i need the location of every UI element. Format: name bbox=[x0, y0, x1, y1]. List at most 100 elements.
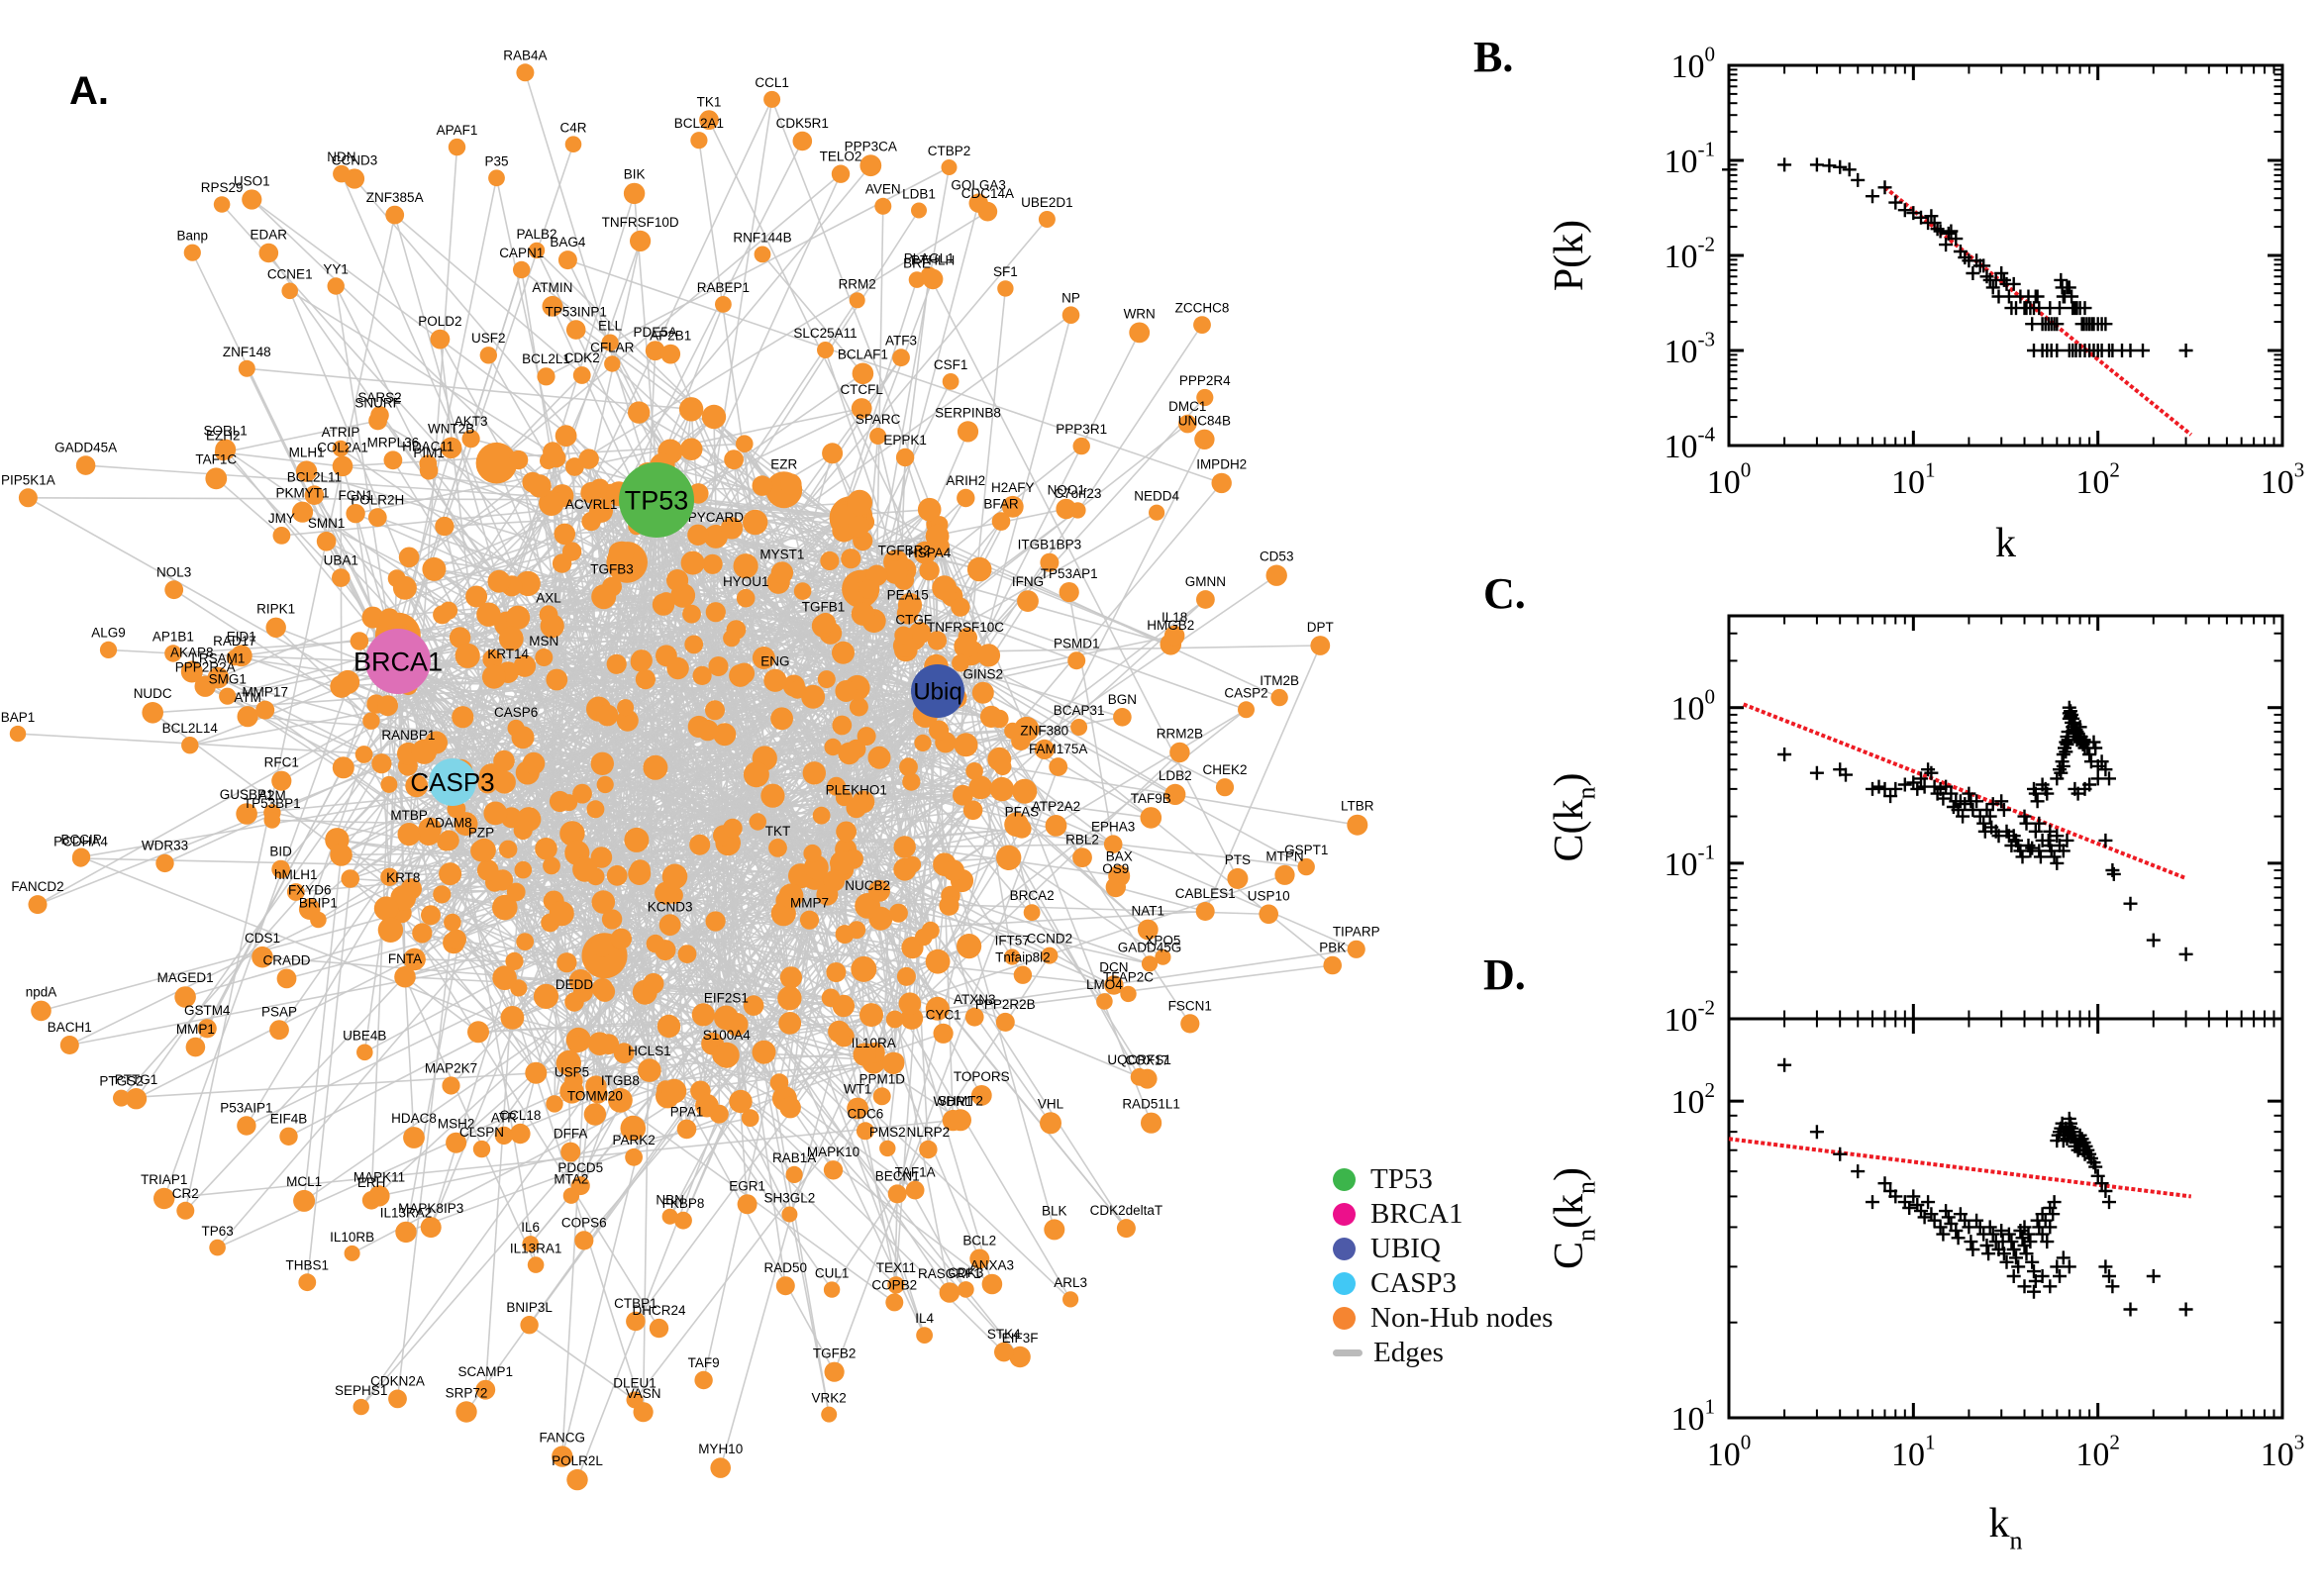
gene-label: AKAP8 bbox=[170, 646, 214, 660]
network-node bbox=[1070, 719, 1088, 736]
network-node bbox=[995, 1012, 1015, 1032]
network-edge bbox=[831, 954, 1051, 1291]
network-node bbox=[879, 1140, 896, 1157]
gene-label: ARIH2 bbox=[946, 473, 985, 488]
network-node bbox=[142, 702, 163, 724]
network-node bbox=[298, 1273, 317, 1292]
gene-label: MAPK8IP3 bbox=[398, 1201, 463, 1216]
network-edge bbox=[843, 524, 941, 1038]
svg-text:102: 102 bbox=[1670, 1078, 1715, 1121]
gene-label: FANCG bbox=[540, 1430, 586, 1445]
gene-label: BCAP31 bbox=[1054, 703, 1105, 718]
network-node bbox=[482, 648, 503, 669]
network-node bbox=[656, 592, 675, 610]
network-node bbox=[125, 1088, 148, 1110]
network-node bbox=[760, 783, 785, 808]
panel-b-label: B. bbox=[1473, 33, 1514, 81]
network-node bbox=[676, 1119, 697, 1140]
network-edge bbox=[708, 119, 1001, 720]
network-node bbox=[385, 205, 405, 225]
network-node bbox=[993, 757, 1012, 776]
network-edge bbox=[692, 644, 787, 1286]
gene-label: CASP2 bbox=[1224, 685, 1267, 700]
network-node bbox=[442, 1076, 460, 1095]
gene-label: ZNF148 bbox=[223, 345, 271, 359]
gene-label: MAPK11 bbox=[354, 1169, 405, 1184]
plot-frame bbox=[1727, 63, 2284, 448]
gene-label: COPS6 bbox=[561, 1215, 607, 1230]
gene-label: PTS bbox=[1225, 852, 1251, 867]
network-node bbox=[344, 1245, 360, 1261]
network-node bbox=[590, 934, 615, 957]
gene-label: PARK2 bbox=[612, 1133, 655, 1147]
network-edge bbox=[594, 499, 657, 1115]
network-edge bbox=[536, 249, 657, 501]
network-node bbox=[922, 268, 944, 290]
network-edge bbox=[194, 766, 345, 1047]
gene-label: CRADD bbox=[262, 953, 310, 968]
network-node bbox=[398, 547, 420, 568]
network-node bbox=[752, 1040, 776, 1064]
gene-label: TK1 bbox=[697, 94, 722, 109]
network-edge bbox=[698, 140, 783, 719]
network-node bbox=[420, 1217, 442, 1239]
network-edge bbox=[656, 499, 802, 876]
network-node bbox=[697, 719, 719, 742]
network-node bbox=[552, 1446, 573, 1467]
network-node bbox=[799, 910, 820, 930]
plot-c: 100 10-1 10-2 C(kn) bbox=[1547, 614, 2284, 1039]
gene-label: BAP1 bbox=[1, 710, 36, 725]
network-node bbox=[778, 1012, 802, 1035]
gene-label: SLC25A11 bbox=[793, 326, 857, 341]
network-node bbox=[741, 1109, 759, 1128]
gene-label: PLAGL1 bbox=[904, 250, 955, 265]
gene-label: BCL2 bbox=[962, 1234, 996, 1248]
network-node bbox=[230, 645, 252, 667]
network-node bbox=[715, 296, 732, 313]
network-node bbox=[271, 859, 290, 879]
gene-label: H2AFY bbox=[991, 480, 1035, 495]
gene-label: GSPT1 bbox=[1284, 843, 1328, 857]
network-node bbox=[1163, 625, 1185, 647]
network-node bbox=[238, 359, 255, 377]
gene-label: BAG4 bbox=[550, 235, 586, 249]
gene-label: PSMD1 bbox=[1054, 636, 1100, 650]
gene-label: COX17 bbox=[1125, 1053, 1168, 1068]
gene-label: ATF3 bbox=[885, 333, 917, 348]
gene-label: PPA1 bbox=[670, 1105, 704, 1120]
network-node bbox=[452, 706, 474, 729]
network-node bbox=[213, 196, 231, 213]
network-node bbox=[591, 584, 617, 610]
plot-frame bbox=[1727, 1017, 2284, 1420]
gene-label: ACVRL1 bbox=[565, 497, 618, 512]
gene-label: UBE2D1 bbox=[1021, 195, 1073, 210]
gene-label: HDAC8 bbox=[391, 1111, 437, 1126]
gene-label: BECN1 bbox=[875, 1168, 920, 1183]
gene-label: ANXA3 bbox=[970, 1258, 1014, 1273]
network-edge bbox=[397, 177, 498, 662]
network-node bbox=[781, 1206, 798, 1223]
network-node bbox=[908, 271, 926, 288]
network-node bbox=[617, 699, 635, 717]
gene-label: TOPORS bbox=[954, 1069, 1010, 1084]
ubiq-node-icon bbox=[1333, 1237, 1356, 1260]
network-node bbox=[479, 347, 497, 364]
gene-label: TRIAP1 bbox=[141, 1172, 187, 1187]
network-node bbox=[542, 295, 563, 317]
gene-label: MTA2 bbox=[554, 1172, 588, 1187]
network-node bbox=[1194, 429, 1215, 449]
network-node bbox=[1169, 742, 1190, 763]
network-node bbox=[586, 800, 605, 819]
network-node bbox=[1017, 590, 1039, 612]
gene-label: YY1 bbox=[323, 261, 349, 276]
network-edge bbox=[1204, 645, 1322, 912]
network-edge bbox=[567, 258, 1222, 484]
network-node bbox=[1012, 819, 1032, 839]
network-node bbox=[397, 823, 421, 847]
network-node bbox=[768, 839, 787, 857]
network-edge bbox=[528, 1090, 702, 1326]
network-node bbox=[916, 1327, 933, 1344]
gene-label: RRM2 bbox=[839, 276, 876, 291]
network-node bbox=[164, 580, 184, 600]
